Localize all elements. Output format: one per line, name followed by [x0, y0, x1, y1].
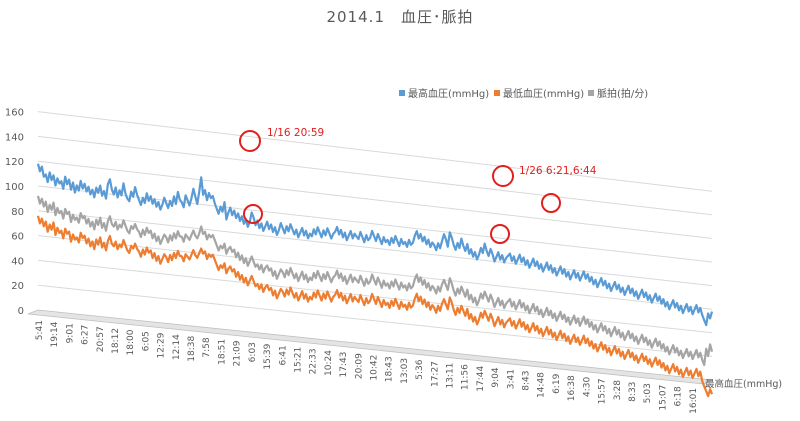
x-tick-label: 13:03 [400, 358, 410, 384]
x-tick-label: 3:41 [506, 369, 516, 389]
y-tick-label: 120 [5, 157, 24, 168]
gridline [37, 111, 713, 192]
x-tick-label: 8:43 [522, 371, 532, 391]
legend-swatch-diastolic [494, 90, 500, 96]
x-tick-label: 18:00 [126, 329, 136, 355]
gridline [37, 135, 713, 216]
x-tick-label: 18:12 [111, 328, 121, 354]
x-tick-label: 15:57 [598, 378, 608, 404]
x-tick-label: 6:41 [278, 345, 288, 365]
y-tick-label: 60 [11, 232, 24, 243]
x-tick-label: 18:38 [187, 336, 197, 362]
x-tick-label: 6:19 [552, 373, 562, 393]
annotations: 1/16 20:59 1/26 6:21,6:44 [239, 127, 597, 244]
y-tick-label: 80 [11, 207, 24, 218]
x-tick-label: 4:30 [582, 377, 592, 397]
x-tick-label: 6:03 [248, 342, 258, 362]
legend-label-systolic: 最高血圧(mmHg) [408, 87, 489, 100]
y-tick-label: 40 [11, 256, 24, 267]
x-tick-label: 12:14 [172, 334, 182, 360]
x-tick-label: 15:07 [658, 385, 668, 411]
x-tick-label: 6:18 [674, 386, 684, 406]
legend-swatch-systolic [399, 90, 405, 96]
legend-label-diastolic: 最低血圧(mmHg) [503, 87, 584, 100]
chart-legend: 最高血圧(mmHg) 最低血圧(mmHg) 脈拍(拍/分) [399, 87, 648, 100]
series-line [36, 215, 714, 398]
y-tick-label: 0 [18, 306, 24, 317]
annotation-circle-3 [492, 165, 514, 187]
x-tick-label: 22:33 [309, 348, 319, 374]
annotation-label-1: 1/16 20:59 [267, 127, 324, 139]
x-tick-label: 16:01 [689, 388, 699, 414]
x-tick-label: 18:43 [385, 356, 395, 382]
x-tick-label: 5:03 [643, 383, 653, 403]
x-tick-label: 9:01 [65, 323, 75, 343]
y-axis-ticks: 0 20 40 60 80 100 120 140 160 [5, 108, 24, 317]
x-tick-label: 8:33 [628, 382, 638, 402]
x-tick-label: 20:57 [96, 326, 106, 352]
legend-swatch-pulse [588, 90, 594, 96]
gridline [37, 210, 713, 287]
x-tick-label: 7:58 [202, 337, 212, 357]
x-tick-label: 16:38 [567, 375, 577, 401]
x-tick-label: 21:09 [233, 340, 243, 366]
y-tick-label: 20 [11, 281, 24, 292]
y-tick-label: 100 [5, 182, 24, 193]
chart-title: 2014.1 血圧･脈拍 [327, 8, 474, 26]
x-tick-label: 17:27 [430, 361, 440, 387]
x-tick-label: 6:27 [81, 325, 91, 345]
x-tick-label: 5:36 [415, 359, 425, 379]
x-tick-label: 5:41 [35, 320, 45, 340]
annotation-circle-5 [541, 193, 561, 213]
series-lines [36, 163, 714, 398]
x-tick-label: 9:04 [491, 367, 501, 387]
x-tick-label: 14:48 [537, 372, 547, 398]
x-tick-label: 17:44 [476, 366, 486, 392]
x-tick-label: 20:09 [354, 353, 364, 379]
x-tick-label: 15:21 [294, 347, 304, 373]
x-axis-title: 最高血圧(mmHg) [705, 378, 782, 390]
y-tick-label: 140 [5, 132, 24, 143]
annotation-circle-2 [243, 204, 263, 224]
x-tick-label: 19:14 [50, 321, 60, 347]
x-tick-label: 6:05 [141, 331, 151, 351]
x-tick-label: 12:29 [157, 332, 167, 358]
x-tick-label: 11:56 [461, 364, 471, 390]
x-axis-ticks: 5:41 19:14 9:01 6:27 20:57 18:12 18:00 6:05 12:2… [35, 320, 699, 414]
x-tick-label: 3:28 [613, 380, 623, 400]
series-line [36, 195, 714, 367]
annotation-circle-4 [490, 224, 510, 244]
y-tick-label: 160 [5, 108, 24, 119]
x-tick-label: 10:42 [370, 355, 380, 381]
annotation-label-2: 1/26 6:21,6:44 [519, 165, 597, 177]
x-tick-label: 13:11 [446, 363, 456, 389]
legend-label-pulse: 脈拍(拍/分) [597, 87, 648, 100]
gridline [37, 235, 713, 310]
x-tick-label: 15:39 [263, 343, 273, 369]
x-tick-label: 18:51 [218, 339, 228, 365]
series-line [36, 163, 714, 327]
x-tick-label: 17:43 [339, 352, 349, 378]
annotation-circle-1 [239, 130, 261, 152]
x-tick-label: 10:24 [324, 350, 334, 376]
gridline [37, 160, 713, 239]
gridline [37, 259, 713, 334]
